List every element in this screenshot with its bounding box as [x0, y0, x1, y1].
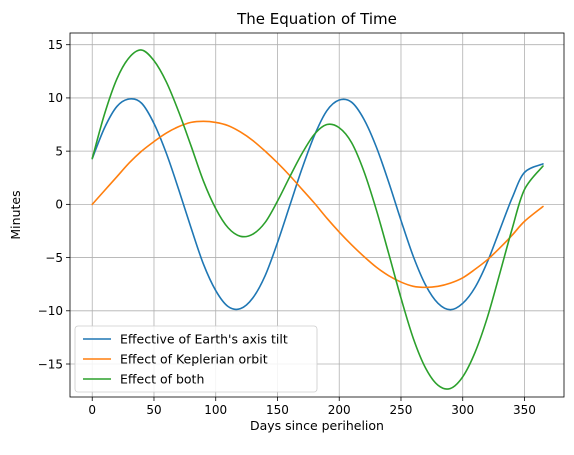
legend: Effective of Earth's axis tilt Effect of …	[74, 325, 318, 393]
legend-label: Effect of both	[120, 372, 204, 387]
y-tick-label: 0	[55, 198, 63, 212]
x-tick-label: 100	[204, 403, 227, 417]
x-tick-label: 250	[390, 403, 413, 417]
legend-label: Effect of Keplerian orbit	[120, 352, 268, 367]
x-axis-label: Days since perihelion	[250, 418, 384, 433]
series-line-3	[91, 49, 544, 390]
x-tick-label: 300	[451, 403, 474, 417]
y-axis-label: Minutes	[8, 190, 23, 239]
x-tick-label: 350	[513, 403, 536, 417]
y-tick-label: 5	[55, 144, 63, 158]
legend-label: Effective of Earth's axis tilt	[120, 332, 288, 347]
x-tick-label: 50	[146, 403, 161, 417]
plot-frame	[69, 32, 565, 398]
x-tick-label: 150	[266, 403, 289, 417]
axis-ticks: 0 50 100 150 200 250 300 350 −15 −10 −5 0 5 10 15	[38, 38, 536, 417]
y-tick-label: 10	[48, 91, 63, 105]
y-tick-label: −5	[45, 251, 63, 265]
series-line-2	[91, 120, 544, 289]
legend-box	[74, 325, 318, 393]
x-tick-label: 200	[328, 403, 351, 417]
y-tick-label: −10	[38, 304, 63, 318]
chart-title: The Equation of Time	[236, 10, 397, 28]
y-tick-label: −15	[38, 357, 63, 371]
series-lines	[91, 49, 544, 390]
y-tick-label: 15	[48, 38, 63, 52]
x-tick-label: 0	[88, 403, 96, 417]
